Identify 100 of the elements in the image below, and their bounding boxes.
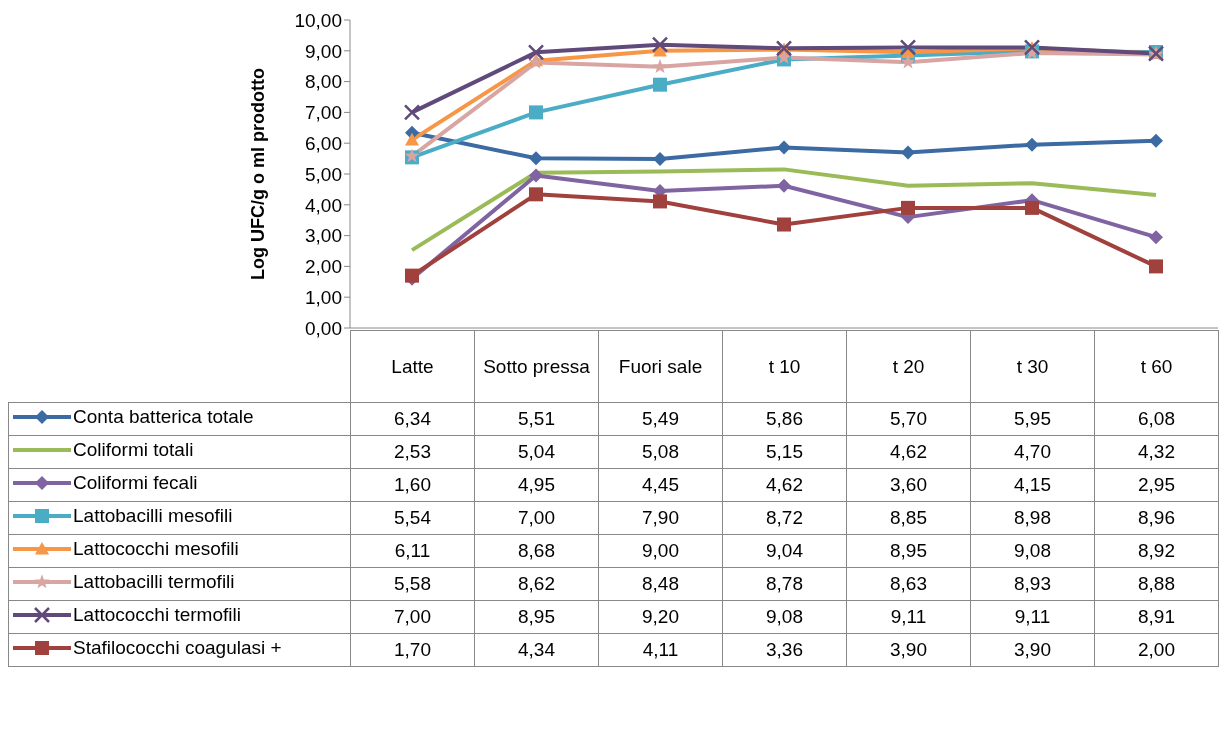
data-label: 4,45: [598, 468, 723, 502]
legend-label: Lattococchi mesofili: [73, 538, 239, 560]
y-tick-label: 6,00: [305, 132, 342, 154]
point: [405, 132, 419, 146]
data-label: 5,54: [350, 501, 475, 535]
point: [777, 178, 791, 193]
data-label: 9,08: [970, 534, 1095, 568]
data-label: 6,11: [350, 534, 475, 568]
data-label: 9,04: [722, 534, 847, 568]
data-label: 8,62: [474, 567, 599, 601]
legend-label: Stafilococchi coagulasi +: [73, 637, 282, 659]
data-label: 7,00: [474, 501, 599, 535]
legend-label: Lattobacilli mesofili: [73, 505, 233, 527]
data-label: 8,93: [970, 567, 1095, 601]
data-label: 4,32: [1094, 435, 1219, 469]
data-label: 4,34: [474, 633, 599, 667]
data-label: 1,60: [350, 468, 475, 502]
y-tick-label: 7,00: [305, 102, 342, 124]
data-label: 7,00: [350, 600, 475, 634]
data-label: 8,48: [598, 567, 723, 601]
data-label: 5,49: [598, 402, 723, 436]
data-label: 4,15: [970, 468, 1095, 502]
data-label: 9,11: [970, 600, 1095, 634]
point: [901, 200, 915, 215]
point: [403, 104, 421, 121]
data-label: 5,95: [970, 402, 1095, 436]
y-tick-label: 2,00: [305, 256, 342, 278]
data-label: 1,70: [350, 633, 475, 667]
y-tick-label: 8,00: [305, 71, 342, 93]
legend-label: Lattobacilli termofili: [73, 571, 235, 593]
data-label: 5,51: [474, 402, 599, 436]
point: [653, 77, 667, 92]
data-label: 7,90: [598, 501, 723, 535]
data-label: 3,90: [970, 633, 1095, 667]
x-tick-label: t 20: [846, 330, 971, 403]
point: [1149, 133, 1163, 148]
point: [777, 140, 791, 155]
point: [899, 39, 917, 56]
y-tick-label: 0,00: [305, 317, 342, 339]
point: [1149, 259, 1163, 274]
data-label: 2,95: [1094, 468, 1219, 502]
y-tick-label: 5,00: [305, 163, 342, 185]
data-label: 8,63: [846, 567, 971, 601]
data-label: 8,72: [722, 501, 847, 535]
data-label: 6,34: [350, 402, 475, 436]
point: [653, 151, 667, 166]
data-label: 8,92: [1094, 534, 1219, 568]
data-label: 3,36: [722, 633, 847, 667]
data-label: 5,70: [846, 402, 971, 436]
point: [777, 217, 791, 232]
data-label: 5,58: [350, 567, 475, 601]
point: [1025, 137, 1039, 152]
point: [527, 44, 545, 61]
y-tick-label: 9,00: [305, 40, 342, 62]
y-tick-label: 4,00: [305, 194, 342, 216]
data-label: 3,90: [846, 633, 971, 667]
point: [652, 59, 668, 74]
point: [651, 36, 669, 53]
data-label: 4,95: [474, 468, 599, 502]
legend-label: Coliformi totali: [73, 439, 194, 461]
data-label: 8,95: [846, 534, 971, 568]
legend-label: Conta batterica totale: [73, 406, 254, 428]
x-tick-label: Latte: [350, 330, 475, 403]
data-label: 3,60: [846, 468, 971, 502]
x-tick-label: Sotto pressa: [474, 330, 599, 403]
y-tick-label: 1,00: [305, 286, 342, 308]
point: [529, 151, 543, 166]
point: [529, 105, 543, 120]
data-label: 8,68: [474, 534, 599, 568]
data-label: 4,70: [970, 435, 1095, 469]
data-label: 5,08: [598, 435, 723, 469]
data-label: 9,20: [598, 600, 723, 634]
data-label: 8,85: [846, 501, 971, 535]
point: [529, 187, 543, 202]
data-label: 8,88: [1094, 567, 1219, 601]
x-tick-label: Fuori sale: [598, 330, 723, 403]
data-label: 4,62: [846, 435, 971, 469]
y-tick-label: 3,00: [305, 225, 342, 247]
point: [900, 54, 916, 69]
line-series: [410, 167, 1158, 253]
data-label: 9,08: [722, 600, 847, 634]
point: [1025, 200, 1039, 215]
x-tick-label: t 10: [722, 330, 847, 403]
point: [1149, 230, 1163, 245]
data-label: 5,04: [474, 435, 599, 469]
x-tick-label: t 30: [970, 330, 1095, 403]
data-label: 8,96: [1094, 501, 1219, 535]
legend-label: Lattococchi termofili: [73, 604, 241, 626]
data-label: 4,11: [598, 633, 723, 667]
data-label: 6,08: [1094, 402, 1219, 436]
point: [653, 194, 667, 209]
legend-label: Coliformi fecali: [73, 472, 198, 494]
y-axis-title: Log UFC/g o ml prodotto: [248, 68, 269, 280]
data-label: 8,98: [970, 501, 1095, 535]
data-label: 8,78: [722, 567, 847, 601]
data-label: 9,11: [846, 600, 971, 634]
data-label: 2,00: [1094, 633, 1219, 667]
data-label: 4,62: [722, 468, 847, 502]
point: [901, 145, 915, 160]
data-label: 2,53: [350, 435, 475, 469]
